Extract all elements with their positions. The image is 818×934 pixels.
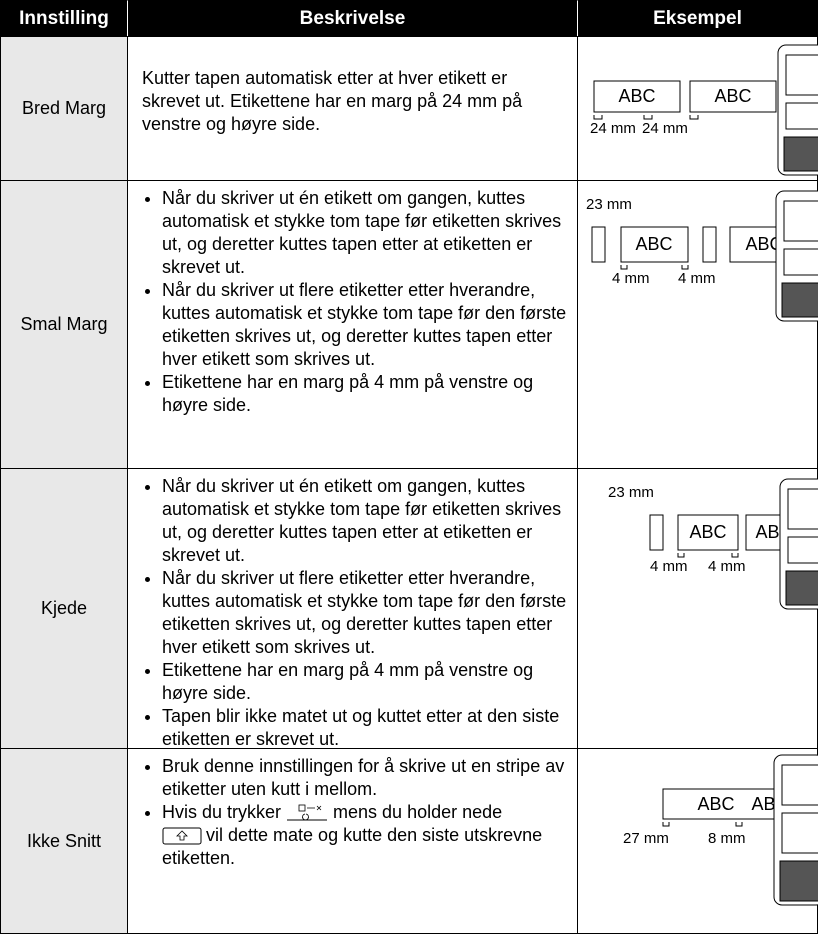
setting-cell: Ikke Snitt — [0, 748, 128, 934]
printer-icon — [773, 754, 818, 906]
dimension-label: 24 mm — [590, 120, 636, 137]
header-cell: Innstilling — [0, 0, 128, 37]
printer-icon — [777, 44, 818, 176]
dimension-label: 27 mm — [623, 830, 669, 847]
bullet: Når du skriver ut én etikett om gangen, … — [162, 187, 567, 279]
label-box — [620, 226, 689, 263]
header-cell: Beskrivelse — [127, 0, 578, 37]
label-box — [593, 80, 681, 113]
bullet: Når du skriver ut én etikett om gangen, … — [162, 475, 567, 567]
label-text: ABC — [697, 794, 734, 814]
tape-length: 23 mm — [586, 196, 632, 213]
label-text: ABC — [745, 234, 782, 254]
setting-cell: Smal Marg — [0, 180, 128, 469]
example-cell: ABC ABC 27 mm 8 mm — [577, 748, 818, 934]
dimension-mark — [677, 553, 739, 558]
bullet: Tapen blir ikke matet ut og kuttet etter… — [162, 705, 567, 751]
dimension-label: 4 mm — [650, 558, 688, 575]
dimension-mark — [593, 115, 699, 120]
dimension-label: 8 mm — [708, 830, 746, 847]
label-text: ABC — [714, 86, 751, 106]
label-box — [689, 80, 777, 113]
dimension-mark — [662, 822, 743, 827]
bullet: Når du skriver ut flere etiketter etter … — [162, 567, 567, 659]
label-text: ABC — [618, 86, 655, 106]
example-illustration: ABC ABC 27 mm 8 mm — [623, 754, 818, 906]
dimension-label: 24 mm — [642, 120, 688, 137]
empty-tape — [591, 226, 606, 263]
bullet: Etikettene har en marg på 4 mm på venstr… — [162, 659, 567, 705]
empty-tape — [702, 226, 717, 263]
description: Kutter tapen automatisk etter at hver et… — [142, 68, 523, 134]
bullet: Etikettene har en marg på 4 mm på venstr… — [162, 371, 567, 417]
printer-icon — [779, 478, 818, 610]
dimension-label: 4 mm — [678, 270, 716, 287]
description-cell: Når du skriver ut én etikett om gangen, … — [127, 468, 578, 749]
example-cell: 23 mm ABC ABC 4 mm 4 mm — [577, 180, 818, 469]
bullet-text: vil dette mate og kutte den siste utskre… — [162, 825, 543, 868]
dimension-label: 4 mm — [612, 270, 650, 287]
example-illustration: 23 mm ABC ABC 4 mm 4 mm — [586, 190, 818, 322]
setting-cell: Bred Marg — [0, 36, 128, 181]
empty-tape — [649, 514, 664, 551]
feed-cut-key-icon — [287, 804, 328, 821]
bullet-list: Når du skriver ut én etikett om gangen, … — [142, 475, 567, 751]
description-cell: Bruk denne innstillingen for å skrive ut… — [127, 748, 578, 934]
dimension-label: 4 mm — [708, 558, 746, 575]
printer-icon — [775, 190, 818, 322]
description-cell: Kutter tapen automatisk etter at hver et… — [127, 36, 578, 181]
bullet-text: Hvis du trykker — [162, 802, 282, 822]
bullet-list: Når du skriver ut én etikett om gangen, … — [142, 187, 567, 417]
label-text: ABC — [689, 522, 726, 542]
tape-length: 23 mm — [608, 484, 654, 501]
label-text: ABC — [635, 234, 672, 254]
description-cell: Når du skriver ut én etikett om gangen, … — [127, 180, 578, 469]
dimension-mark — [620, 265, 689, 270]
bullet: Hvis du trykker mens du holder nede vil de… — [162, 801, 567, 870]
shift-key-icon — [162, 827, 202, 845]
example-illustration: ABC ABC 24 mm 24 mm — [590, 44, 818, 176]
example-cell: 23 mm ABC ABC 4 mm 4 mm — [577, 468, 818, 749]
bullet-list: Bruk denne innstillingen for å skrive ut… — [142, 755, 567, 870]
bullet: Når du skriver ut flere etiketter etter … — [162, 279, 567, 371]
bullet: Bruk denne innstillingen for å skrive ut… — [162, 755, 567, 801]
setting-cell: Kjede — [0, 468, 128, 749]
bullet-text: mens du holder nede — [333, 802, 503, 822]
example-illustration: 23 mm ABC ABC 4 mm 4 mm — [608, 478, 818, 610]
header-cell: Eksempel — [577, 0, 818, 37]
example-cell: ABC ABC 24 mm 24 mm — [577, 36, 818, 181]
label-box — [677, 514, 739, 551]
